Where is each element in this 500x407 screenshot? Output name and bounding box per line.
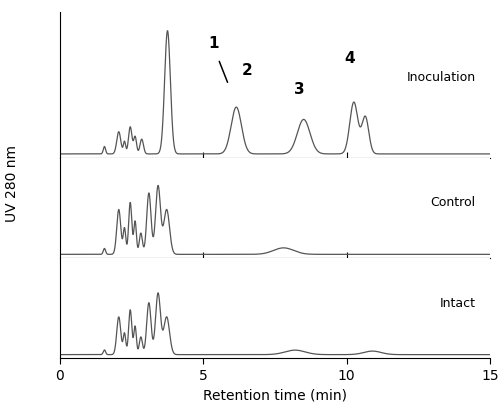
Text: UV 280 nm: UV 280 nm	[6, 144, 20, 222]
Text: 4: 4	[344, 51, 355, 66]
Text: Intact: Intact	[440, 297, 476, 309]
Text: 1: 1	[208, 37, 218, 51]
X-axis label: Retention time (min): Retention time (min)	[203, 388, 347, 402]
Text: Control: Control	[430, 196, 476, 209]
Text: 2: 2	[242, 63, 253, 78]
Text: 3: 3	[294, 81, 304, 96]
Text: Inoculation: Inoculation	[406, 71, 476, 84]
